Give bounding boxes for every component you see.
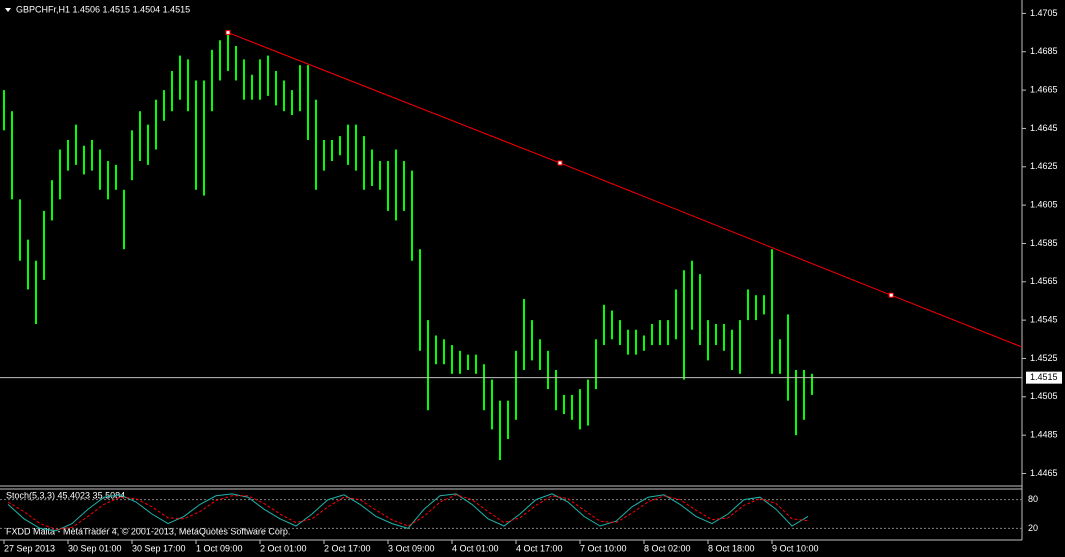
x-tick-label: 2 Oct 17:00: [324, 543, 371, 553]
y-tick-label: 1.4625: [1030, 161, 1058, 171]
y-tick-label: 1.4645: [1030, 123, 1058, 133]
y-tick-label: 1.4705: [1030, 8, 1058, 18]
stoch-tick-label: 80: [1028, 494, 1038, 504]
x-tick-label: 1 Oct 09:00: [196, 543, 243, 553]
y-tick-label: 1.4505: [1030, 391, 1058, 401]
y-tick-label: 1.4525: [1030, 353, 1058, 363]
footer: FXDD Malta - MetaTrader 4, © 2001-2013, …: [6, 526, 290, 536]
x-tick-label: 9 Oct 10:00: [772, 543, 819, 553]
x-tick-label: 4 Oct 17:00: [516, 543, 563, 553]
stoch-line: [7, 494, 809, 530]
x-tick-label: 2 Oct 01:00: [260, 543, 307, 553]
x-tick-label: 3 Oct 09:00: [388, 543, 435, 553]
stoch-tick-label: 20: [1028, 523, 1038, 533]
x-tick-label: 7 Oct 10:00: [580, 543, 627, 553]
stoch-title: Stoch(5,3,3) 45.4023 35.5084: [6, 490, 125, 500]
y-tick-label: 1.4665: [1030, 84, 1058, 94]
y-tick-label: 1.4485: [1030, 430, 1058, 440]
y-tick-label: 1.4465: [1030, 468, 1058, 478]
trendline-anchor: [225, 30, 231, 36]
stoch-line: [7, 493, 809, 532]
y-tick-label: 1.4565: [1030, 276, 1058, 286]
menu-arrow[interactable]: [5, 8, 11, 12]
x-tick-label: 8 Oct 18:00: [708, 543, 755, 553]
y-tick-label: 1.4585: [1030, 238, 1058, 248]
trendline-anchor: [557, 160, 563, 166]
y-tick-label: 1.4685: [1030, 46, 1058, 56]
current-price-box: [1026, 371, 1062, 384]
y-tick-label: 1.4545: [1030, 315, 1058, 325]
x-tick-label: 30 Sep 01:00: [68, 543, 122, 553]
x-tick-label: 8 Oct 02:00: [644, 543, 691, 553]
chart-title: GBPCHFr,H1 1.4506 1.4515 1.4504 1.4515: [16, 4, 190, 14]
trendline-extension: [891, 294, 1023, 348]
y-tick-label: 1.4605: [1030, 199, 1058, 209]
x-tick-label: 30 Sep 17:00: [132, 543, 186, 553]
x-tick-label: 4 Oct 01:00: [452, 543, 499, 553]
x-tick-label: 27 Sep 2013: [4, 543, 55, 553]
trendline-anchor: [888, 292, 894, 298]
current-price-label: 1.4515: [1030, 372, 1058, 382]
